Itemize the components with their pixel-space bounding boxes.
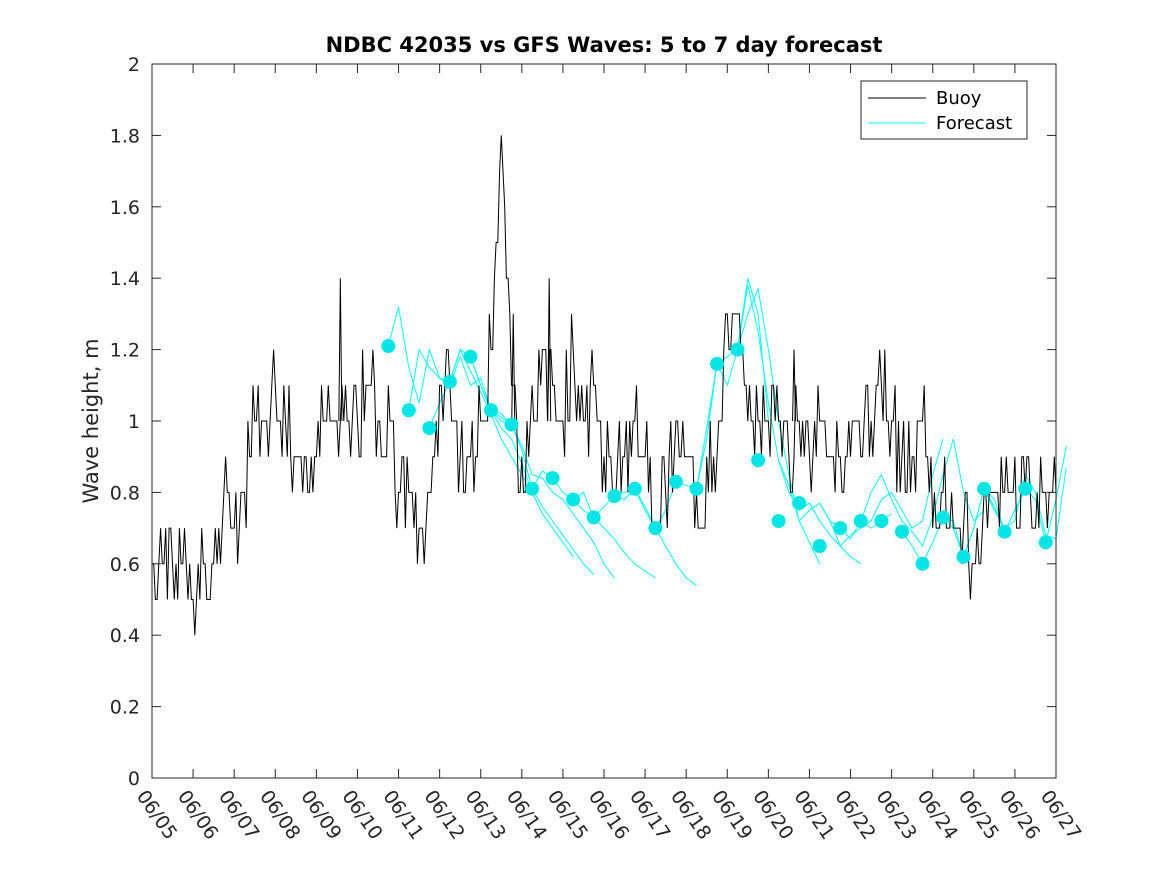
forecast-point (771, 514, 786, 528)
forecast-point (936, 510, 950, 525)
legend: Buoy Forecast (860, 80, 1028, 140)
forecast-point (730, 342, 745, 357)
forecast-points (381, 339, 1053, 571)
y-tick-label: 0.6 (110, 554, 140, 576)
y-tick-label: 1.6 (110, 197, 140, 219)
forecast-point (381, 339, 396, 353)
forecast-point (1018, 481, 1033, 496)
legend-box (860, 80, 1028, 140)
forecast-run-line (983, 467, 1067, 540)
legend-buoy-label: Buoy (936, 88, 982, 109)
forecast-point (1038, 535, 1053, 550)
forecast-point (751, 453, 766, 468)
forecast-point (874, 514, 889, 528)
forecast-point (545, 471, 560, 486)
chart-title: NDBC 42035 vs GFS Waves: 5 to 7 day fore… (326, 33, 883, 57)
buoy-series (152, 135, 1057, 636)
forecast-point (915, 556, 930, 571)
y-axis-ticks: 0 0.2 0.4 0.6 0.8 1 1.2 1.4 1.6 1.8 2 (110, 54, 1056, 790)
forecast-point (668, 474, 683, 489)
forecast-point (566, 492, 581, 507)
forecast-run-line (408, 348, 533, 493)
forecast-point (463, 349, 478, 364)
y-tick-label: 0.2 (110, 697, 140, 719)
forecast-point (812, 539, 827, 553)
buoy-spike (338, 278, 343, 422)
forecast-run-line (819, 438, 944, 547)
forecast-run-line (428, 348, 574, 557)
forecast-point (997, 524, 1012, 539)
forecast-point (833, 521, 848, 536)
forecast-point (648, 521, 663, 536)
buoy-spike (547, 278, 552, 422)
forecast-run-line (860, 438, 985, 548)
forecast-point (525, 481, 540, 496)
y-tick-label: 0.4 (110, 625, 140, 647)
buoy-spike (511, 313, 516, 422)
forecast-point (894, 524, 909, 539)
y-tick-label: 1 (128, 411, 140, 433)
y-tick-label: 2 (128, 54, 140, 76)
forecast-point (586, 510, 601, 525)
forecast-point (442, 374, 457, 389)
forecast-point (792, 496, 807, 511)
forecast-point (853, 514, 868, 528)
forecast-point (422, 421, 437, 436)
legend-forecast-label: Forecast (936, 113, 1012, 134)
y-tick-label: 0.8 (110, 482, 140, 504)
y-tick-label: 1.2 (110, 340, 140, 362)
y-tick-label: 1.4 (110, 268, 140, 290)
forecast-point (607, 489, 622, 503)
buoy-line (152, 135, 1057, 636)
buoy-spike (792, 349, 797, 422)
forecast-point (689, 481, 704, 496)
forecast-point (710, 356, 724, 371)
forecast-point (627, 481, 642, 496)
forecast-point (504, 417, 519, 432)
forecast-point (401, 403, 416, 418)
forecast-point (956, 549, 971, 564)
y-axis-label: Wave height, m (79, 338, 103, 503)
y-tick-label: 0 (128, 768, 140, 790)
forecast-point (484, 403, 498, 418)
forecast-point (977, 481, 992, 496)
y-tick-label: 1.8 (110, 125, 140, 147)
